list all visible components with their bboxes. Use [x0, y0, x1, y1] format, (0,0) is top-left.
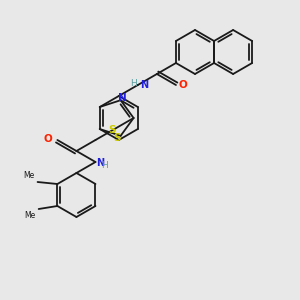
Text: N: N — [140, 80, 148, 90]
Text: S: S — [113, 133, 120, 143]
Text: S: S — [108, 125, 115, 135]
Text: Me: Me — [24, 211, 36, 220]
Text: Me: Me — [23, 171, 34, 180]
Text: O: O — [179, 80, 188, 90]
Text: O: O — [44, 134, 52, 144]
Text: H: H — [130, 80, 137, 88]
Text: N: N — [97, 158, 105, 168]
Text: H: H — [101, 161, 108, 170]
Text: N: N — [118, 93, 127, 103]
